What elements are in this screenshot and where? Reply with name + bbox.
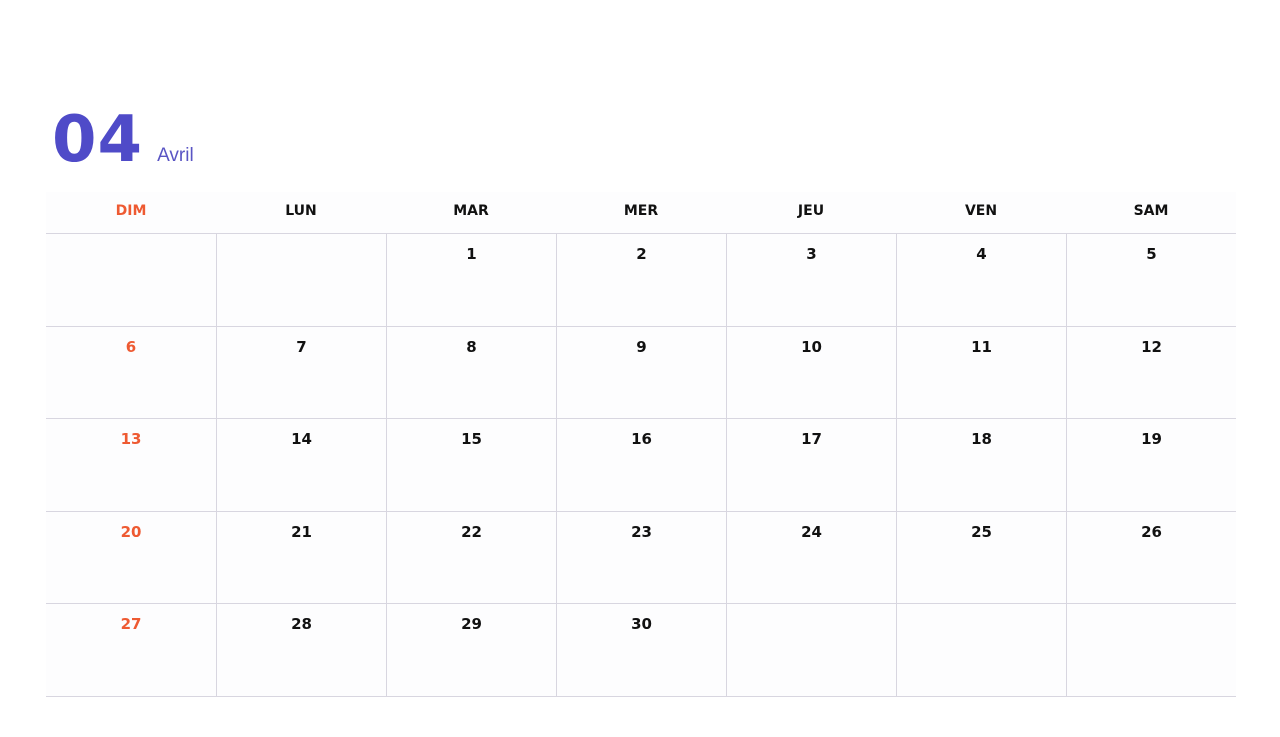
month-number: 04 — [52, 103, 144, 177]
day-cell-1[interactable]: 1 — [386, 234, 556, 327]
empty-cell — [726, 604, 896, 697]
day-cell-7[interactable]: 7 — [216, 326, 386, 420]
day-cell-15[interactable]: 15 — [386, 419, 556, 512]
weekday-dim: DIM — [115, 203, 147, 219]
day-cell-29[interactable]: 29 — [386, 604, 556, 697]
day-cell-23[interactable]: 23 — [556, 511, 726, 605]
day-cell-28[interactable]: 28 — [216, 604, 386, 697]
day-cell-18[interactable]: 18 — [896, 419, 1066, 512]
day-cell-20[interactable]: 20 — [46, 512, 216, 605]
day-cell-9[interactable]: 9 — [556, 326, 726, 420]
day-cell-13[interactable]: 13 — [46, 419, 216, 512]
day-cell-4[interactable]: 4 — [896, 234, 1066, 327]
day-cell-11[interactable]: 11 — [896, 326, 1066, 420]
day-cell-19[interactable]: 19 — [1066, 419, 1236, 512]
day-cell-12[interactable]: 12 — [1066, 326, 1236, 420]
weekday-jeu: JEU — [797, 203, 825, 219]
calendar-grid: DIM LUN MAR MER JEU VEN SAM 1 2 3 4 5 6 7 8 9 10 11 12 13 1… — [46, 192, 1236, 697]
date-grid: 1 2 3 4 5 6 7 8 9 10 11 12 13 14 15 16 17 18 19 20 21 22 23 24 2… — [46, 234, 1236, 697]
empty-cell — [46, 234, 216, 327]
empty-cell — [1066, 604, 1236, 697]
month-header: 04 Avril — [52, 108, 194, 172]
day-cell-21[interactable]: 21 — [216, 511, 386, 605]
month-name: Avril — [157, 145, 194, 166]
weekday-lun: LUN — [285, 203, 317, 219]
day-cell-17[interactable]: 17 — [726, 419, 896, 512]
day-cell-30[interactable]: 30 — [556, 604, 726, 697]
day-cell-26[interactable]: 26 — [1066, 511, 1236, 605]
day-cell-27[interactable]: 27 — [46, 604, 216, 697]
day-cell-10[interactable]: 10 — [726, 326, 896, 420]
weekday-sam: SAM — [1133, 203, 1169, 219]
day-cell-2[interactable]: 2 — [556, 234, 726, 327]
weekday-ven: VEN — [964, 203, 998, 219]
day-cell-25[interactable]: 25 — [896, 511, 1066, 605]
day-cell-3[interactable]: 3 — [726, 234, 896, 327]
empty-cell — [216, 234, 386, 327]
day-cell-16[interactable]: 16 — [556, 419, 726, 512]
weekday-mar: MAR — [453, 203, 489, 219]
empty-cell — [896, 604, 1066, 697]
weekday-mer: MER — [623, 203, 659, 219]
day-cell-5[interactable]: 5 — [1066, 234, 1236, 327]
weekday-header-row: DIM LUN MAR MER JEU VEN SAM — [46, 192, 1236, 234]
day-cell-6[interactable]: 6 — [46, 327, 216, 420]
day-cell-8[interactable]: 8 — [386, 326, 556, 420]
day-cell-22[interactable]: 22 — [386, 511, 556, 605]
day-cell-14[interactable]: 14 — [216, 419, 386, 512]
day-cell-24[interactable]: 24 — [726, 511, 896, 605]
